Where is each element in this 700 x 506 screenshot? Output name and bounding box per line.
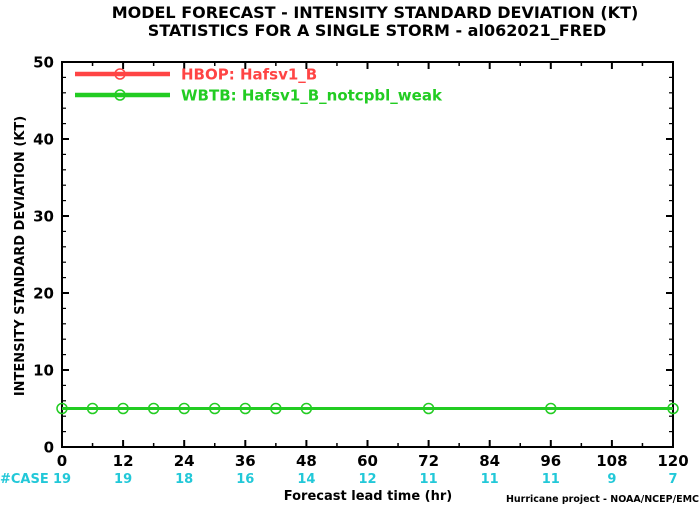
case-count: 11 xyxy=(542,472,560,487)
credit-text: Hurricane project - NOAA/NCEP/EMC xyxy=(506,494,699,505)
x-axis-label: Forecast lead time (hr) xyxy=(284,489,452,504)
case-count: 14 xyxy=(297,472,315,487)
series-point-1 xyxy=(178,402,190,415)
x-tick-label: 48 xyxy=(296,452,317,470)
case-count: 18 xyxy=(175,472,193,487)
case-label: #CASE xyxy=(0,472,49,487)
series-point-1 xyxy=(117,402,129,415)
series-point-1 xyxy=(300,402,313,415)
x-tick-label: 60 xyxy=(357,452,378,470)
x-tick-label: 36 xyxy=(235,452,256,470)
y-tick-label: 50 xyxy=(33,54,54,72)
chart-title-line2: STATISTICS FOR A SINGLE STORM - al062021… xyxy=(148,21,606,40)
case-count: 19 xyxy=(53,472,71,487)
x-tick-label: 24 xyxy=(174,452,195,470)
series-point-1 xyxy=(545,402,557,415)
case-count: 16 xyxy=(236,472,254,487)
legend-marker-0 xyxy=(114,68,126,80)
series-point-1 xyxy=(209,402,221,415)
case-count: 7 xyxy=(668,472,677,487)
case-count: 12 xyxy=(358,472,376,487)
series-point-1 xyxy=(422,402,435,415)
series-point-1 xyxy=(56,402,68,415)
y-tick-label: 0 xyxy=(44,439,54,457)
y-tick-label: 30 xyxy=(33,208,54,226)
y-tick-label: 20 xyxy=(33,285,54,303)
x-tick-label: 120 xyxy=(657,452,688,470)
case-count: 9 xyxy=(607,472,616,487)
x-tick-label: 84 xyxy=(479,452,500,470)
series-point-1 xyxy=(270,402,282,415)
series-point-1 xyxy=(239,402,252,415)
series-point-1 xyxy=(667,402,679,415)
series-point-1 xyxy=(86,402,99,415)
x-tick-label: 12 xyxy=(113,452,134,470)
plot-area: 0 12 24 36 48 60 72 84 96 108 120 0 10 20 30 40 50 HBOP: … xyxy=(33,54,689,488)
legend-marker-1 xyxy=(114,89,126,101)
y-axis-label: INTENSITY STANDARD DEVIATION (KT) xyxy=(13,116,28,396)
legend-label-0: HBOP: Hafsv1_B xyxy=(181,66,317,84)
case-count: 19 xyxy=(114,472,132,487)
x-tick-label: 96 xyxy=(540,452,561,470)
y-tick-label: 10 xyxy=(33,362,54,380)
x-tick-label: 108 xyxy=(596,452,627,470)
series-point-1 xyxy=(147,402,160,415)
plot-frame xyxy=(61,61,674,448)
chart-title-line1: MODEL FORECAST - INTENSITY STANDARD DEVI… xyxy=(112,3,639,22)
case-count: 11 xyxy=(420,472,438,487)
x-tick-label: 0 xyxy=(57,452,67,470)
legend-label-1: WBTB: Hafsv1_B_notcpbl_weak xyxy=(181,87,443,105)
y-tick-label: 40 xyxy=(33,131,54,149)
case-count: 11 xyxy=(481,472,499,487)
x-tick-label: 72 xyxy=(418,452,439,470)
